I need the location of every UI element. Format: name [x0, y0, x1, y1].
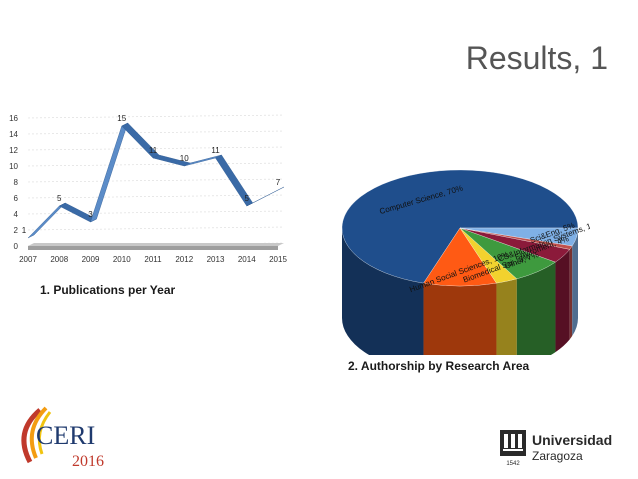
pie-slice-side [423, 283, 497, 355]
x-tick-label: 2010 [113, 255, 131, 264]
pie-slice-side [555, 249, 570, 353]
slide-title: Results, 1 [465, 40, 608, 76]
pie-slice [423, 227, 497, 287]
ceri-logo-year: 2016 [72, 453, 104, 470]
caption-publications-per-year: 1. Publications per Year [40, 283, 176, 297]
x-tick-label: 2014 [238, 255, 256, 264]
data-label: 3 [88, 210, 93, 219]
university-city: Zaragoza [532, 449, 583, 463]
data-label: 1 [22, 226, 27, 235]
ceri-logo: CERI 2016 [21, 406, 104, 470]
data-label: 7 [276, 178, 281, 187]
university-name: Universidad [532, 432, 612, 448]
x-tick-label: 2012 [175, 255, 193, 264]
gridline [27, 130, 285, 135]
footer [0, 392, 638, 479]
data-label: 11 [149, 146, 158, 155]
x-tick-label: 2013 [207, 255, 225, 264]
y-tick-label: 12 [9, 146, 18, 155]
authorship-by-area-chart: Computer Science, 70%Human Social Scienc… [341, 169, 590, 355]
pie-slice-side [496, 278, 517, 355]
caption-authorship-by-area: 2. Authorship by Research Area [348, 359, 530, 373]
pie-slice-side [516, 262, 556, 355]
gridline [27, 210, 285, 215]
line-segment [184, 154, 222, 167]
data-label: 10 [180, 154, 189, 163]
y-tick-label: 6 [14, 194, 19, 203]
x-tick-label: 2015 [269, 255, 287, 264]
ceri-logo-text: CERI [36, 421, 95, 450]
x-tick-label: 2009 [82, 255, 100, 264]
y-tick-label: 10 [9, 162, 18, 171]
pie-slice-side [572, 228, 578, 336]
data-label: 5 [245, 194, 250, 203]
ceri-logo-swoosh-orange [29, 406, 48, 459]
university-seal-icon [500, 430, 526, 456]
pie-slice [341, 169, 579, 284]
ceri-logo-swoosh-yellow [37, 411, 52, 455]
university-seal-year: 1542 [506, 461, 520, 467]
x-tick-label: 2011 [144, 255, 162, 264]
y-tick-label: 14 [9, 130, 18, 139]
gridline [27, 146, 285, 151]
line-segment [90, 122, 129, 223]
line-segment [246, 186, 285, 207]
y-tick-label: 2 [14, 226, 19, 235]
y-tick-label: 8 [14, 178, 19, 187]
x-tick-label: 2007 [19, 255, 37, 264]
gridline [27, 114, 285, 119]
y-tick-label: 16 [9, 114, 18, 123]
y-tick-label: 4 [14, 210, 19, 219]
x-tick-label: 2008 [50, 255, 68, 264]
university-zaragoza-logo: 1542 Universidad Zaragoza [500, 430, 612, 467]
chart-floor-edge [28, 246, 278, 250]
line-segment [27, 202, 66, 239]
gridline [27, 178, 285, 183]
data-label: 11 [211, 146, 220, 155]
y-tick-label: 0 [14, 242, 19, 251]
ceri-logo-swoosh-red [21, 408, 42, 464]
data-label: 15 [117, 114, 126, 123]
gridline [27, 226, 285, 231]
gridline [27, 162, 285, 167]
chart-floor [28, 243, 284, 246]
pie-slice [459, 227, 579, 247]
pie-slice-side [342, 228, 424, 355]
pie-slice-side [569, 245, 573, 340]
data-label: 5 [57, 194, 62, 203]
